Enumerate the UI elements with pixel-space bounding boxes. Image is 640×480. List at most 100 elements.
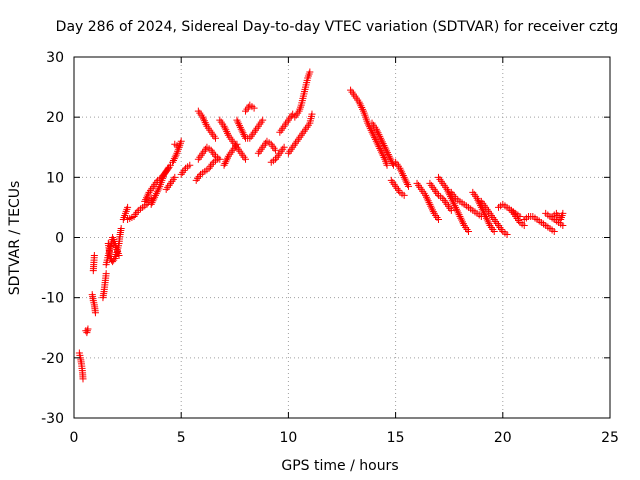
- data-point: [171, 173, 179, 181]
- data-point: [382, 145, 390, 153]
- data-point: [201, 119, 209, 127]
- y-tick-label: -20: [41, 351, 64, 367]
- data-point: [102, 270, 110, 278]
- data-point: [456, 212, 464, 220]
- data-point: [383, 147, 391, 155]
- data-point: [359, 105, 367, 113]
- data-point: [372, 125, 380, 133]
- data-point: [235, 120, 243, 128]
- data-point: [398, 170, 406, 178]
- data-point: [233, 116, 241, 124]
- data-point: [241, 132, 249, 140]
- data-points: [75, 68, 567, 383]
- data-point: [169, 156, 177, 164]
- data-point: [151, 191, 159, 199]
- data-point: [388, 158, 396, 166]
- data-point: [386, 154, 394, 162]
- data-point: [377, 146, 385, 154]
- data-point: [375, 131, 383, 139]
- data-point: [380, 141, 388, 149]
- data-point: [83, 329, 91, 337]
- data-point: [239, 129, 247, 137]
- data-point: [387, 156, 395, 164]
- data-point: [83, 327, 91, 335]
- data-point: [503, 230, 511, 238]
- data-point: [110, 256, 118, 264]
- data-point: [452, 203, 460, 211]
- grid: [74, 57, 610, 418]
- data-point: [216, 155, 224, 163]
- data-point: [376, 144, 384, 152]
- data-point: [371, 134, 379, 142]
- y-tick-label: 20: [46, 110, 64, 126]
- data-point: [454, 209, 462, 217]
- data-point: [154, 186, 162, 194]
- data-point: [222, 158, 230, 166]
- data-point: [202, 120, 210, 128]
- data-point: [550, 227, 558, 235]
- data-point: [398, 168, 406, 176]
- data-point: [199, 113, 207, 121]
- x-tick-label: 0: [70, 430, 79, 446]
- x-axis-label: GPS time / hours: [281, 458, 398, 474]
- data-point: [223, 156, 231, 164]
- data-point: [481, 211, 489, 219]
- data-point: [236, 123, 244, 131]
- data-point: [223, 128, 231, 136]
- data-point: [200, 117, 208, 125]
- data-point: [376, 132, 384, 140]
- y-tick-label: -30: [41, 411, 64, 427]
- data-point: [177, 137, 185, 145]
- data-point: [272, 146, 280, 154]
- data-point: [259, 116, 267, 124]
- data-point: [483, 216, 491, 224]
- data-point: [449, 198, 457, 206]
- data-point: [389, 159, 397, 167]
- data-point: [428, 204, 436, 212]
- data-point: [483, 214, 491, 222]
- data-point: [455, 211, 463, 219]
- data-point: [425, 199, 433, 207]
- data-point: [124, 203, 132, 211]
- y-tick-label: 10: [46, 170, 64, 186]
- x-tick-label: 20: [494, 430, 512, 446]
- data-point: [559, 209, 567, 217]
- data-point: [444, 187, 452, 195]
- data-point: [153, 188, 161, 196]
- data-point: [199, 115, 207, 123]
- data-point: [155, 184, 163, 192]
- x-tick-label: 25: [601, 430, 619, 446]
- data-point: [428, 206, 436, 214]
- x-tick-label: 5: [177, 430, 186, 446]
- data-point: [91, 309, 99, 317]
- data-point: [308, 110, 316, 118]
- data-point: [366, 125, 374, 133]
- data-point: [457, 214, 465, 222]
- data-point: [151, 193, 159, 201]
- data-point: [402, 177, 410, 185]
- data-point: [236, 122, 244, 130]
- data-point: [378, 138, 386, 146]
- data-point: [224, 154, 232, 162]
- data-point: [450, 200, 458, 208]
- data-point: [482, 212, 490, 220]
- x-tick-label: 15: [387, 430, 405, 446]
- data-point: [453, 207, 461, 215]
- data-point: [368, 128, 376, 136]
- data-point: [358, 104, 366, 112]
- data-point: [356, 100, 364, 108]
- data-point: [451, 202, 459, 210]
- data-point: [473, 194, 481, 202]
- data-point: [520, 221, 528, 229]
- data-point: [377, 136, 385, 144]
- data-point: [171, 153, 179, 161]
- data-point: [117, 224, 125, 232]
- data-point: [377, 148, 385, 156]
- data-point: [224, 129, 232, 137]
- chart-title: Day 286 of 2024, Sidereal Day-to-day VTE…: [56, 19, 619, 35]
- data-point: [369, 130, 377, 138]
- data-point: [422, 191, 430, 199]
- data-point: [377, 134, 385, 142]
- data-point: [375, 143, 383, 151]
